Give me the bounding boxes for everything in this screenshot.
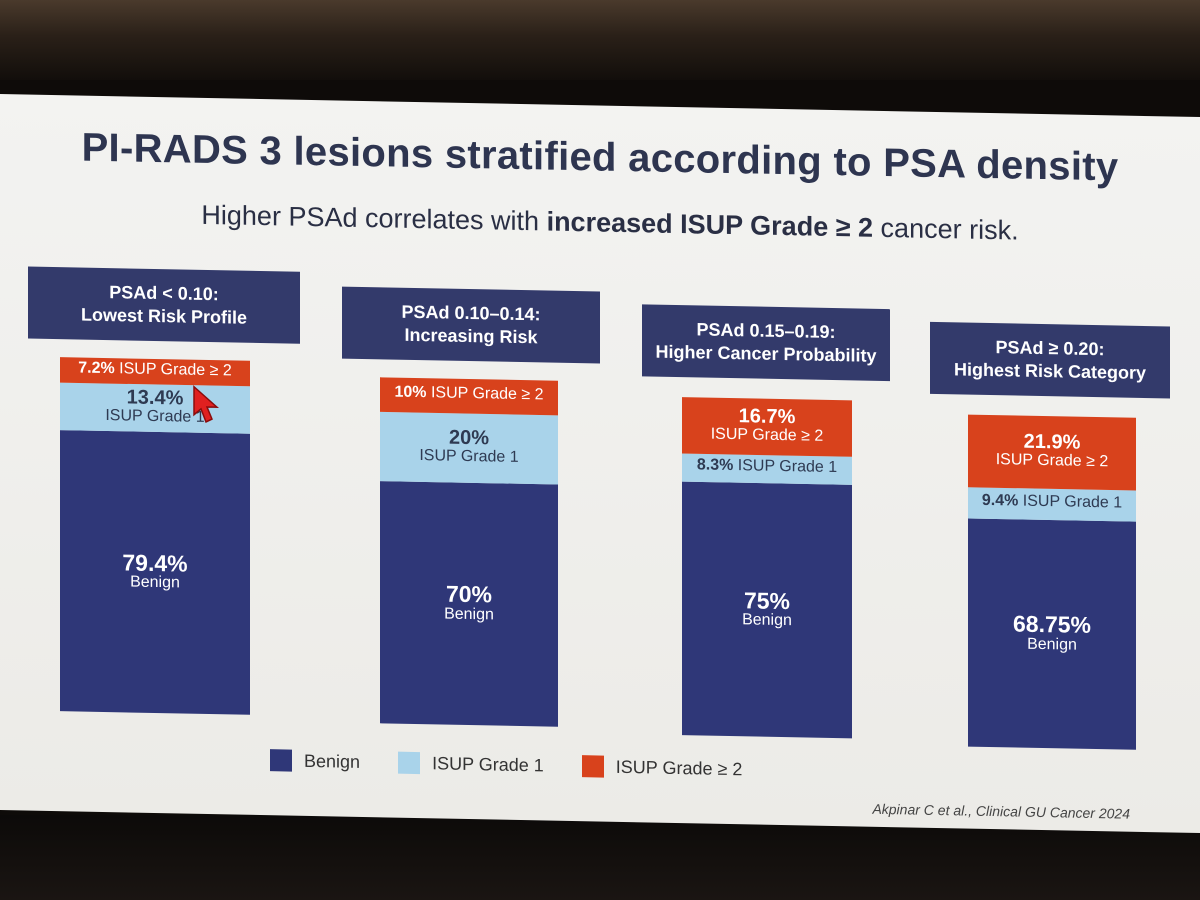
data-label-value: 79.4% [122,549,188,577]
legend-label-benign: Benign [304,750,361,772]
data-label-value: 9.4% [981,492,1019,510]
data-label-name: ISUP Grade 1 [419,447,519,467]
room-ceiling [0,0,1200,80]
citation: Akpinar C et al., Clinical GU Cancer 202… [872,800,1130,822]
data-label-value: 10% [394,383,427,402]
mouse-pointer-icon [193,385,220,423]
data-label-value: 75% [743,587,791,614]
bar-segment-isup2-4 [968,414,1136,491]
bar-segment-isup1-3 [682,453,852,485]
legend-label-isup2: ISUP Grade ≥ 2 [615,756,743,779]
bar-segment-isup2-2 [380,377,558,416]
data-label-value: 7.2% [78,359,115,377]
legend-swatch-isup2 [581,755,604,778]
data-label-name: ISUP Grade ≥ 2 [995,451,1109,471]
legend-label-isup1: ISUP Grade 1 [432,752,544,775]
data-label-name: Benign [444,605,494,624]
data-label-name: Benign [1027,635,1077,654]
data-label-name: Benign [742,611,792,630]
bar-segment-isup1-4 [968,487,1136,522]
legend-swatch-benign [270,749,292,772]
stacked-bar-chart [60,357,1136,750]
data-label-isup1-2: 20% ISUP Grade 1 [380,426,558,467]
data-label-name: ISUP Grade ≥ 2 [710,425,824,446]
data-label-benign-3: 75% Benign [682,587,852,631]
data-label-isup2-4: 21.9% ISUP Grade ≥ 2 [968,431,1136,472]
data-label-name: ISUP Grade 1 [733,457,838,477]
slide: PI-RADS 3 lesions stratified according t… [0,94,1200,834]
data-label-isup2-3: 16.7% ISUP Grade ≥ 2 [682,405,852,446]
legend-swatch-isup1 [398,751,421,775]
bar-segment-benign-1 [60,430,250,715]
data-label-isup1-3: 8.3% ISUP Grade 1 [682,456,852,478]
bar-segment-benign-2 [380,481,558,727]
bar-segment-isup1-2 [380,411,558,485]
data-label-isup2-2: 10% ISUP Grade ≥ 2 [380,383,558,405]
data-label-name: ISUP Grade ≥ 2 [114,359,232,380]
data-label-benign-4: 68.75% Benign [968,611,1136,655]
data-label-value: 68.75% [1012,610,1091,639]
legend-item-benign: Benign [270,749,360,773]
data-label-benign-1: 79.4% Benign [60,549,250,594]
data-label-isup1-4: 9.4% ISUP Grade 1 [968,492,1136,513]
data-label-value: 70% [445,580,493,608]
bar-segment-benign-3 [682,481,852,739]
bar-segment-benign-4 [968,518,1136,750]
legend-item-isup2: ISUP Grade ≥ 2 [581,755,743,780]
data-label-name: ISUP Grade ≥ 2 [426,384,544,404]
legend: Benign ISUP Grade 1 ISUP Grade ≥ 2 [270,749,742,780]
bar-segment-isup2-3 [682,397,852,457]
data-label-value: 8.3% [696,456,734,475]
data-label-name: ISUP Grade 1 [1018,492,1123,512]
bar-segment-isup2-1 [60,357,250,387]
data-label-benign-2: 70% Benign [380,581,558,625]
legend-item-isup1: ISUP Grade 1 [398,751,544,777]
